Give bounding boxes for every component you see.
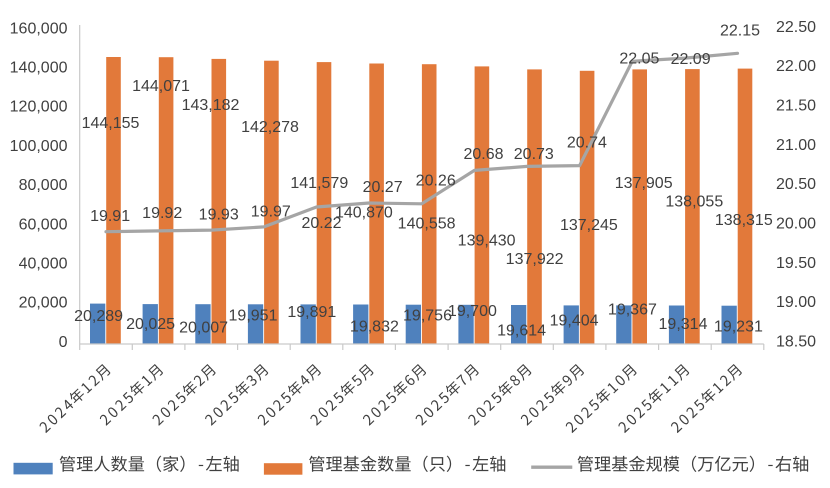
svg-text:20,025: 20,025 [126, 316, 175, 333]
svg-text:20.68: 20.68 [463, 146, 503, 163]
svg-text:21.00: 21.00 [776, 137, 816, 154]
svg-text:19,951: 19,951 [229, 308, 278, 325]
svg-text:137,922: 137,922 [506, 251, 564, 268]
svg-text:143,182: 143,182 [182, 97, 240, 114]
svg-text:19,832: 19,832 [350, 319, 399, 336]
svg-text:144,155: 144,155 [82, 115, 140, 132]
svg-text:22.15: 22.15 [720, 23, 760, 40]
svg-text:20,000: 20,000 [19, 295, 68, 312]
svg-text:18.50: 18.50 [776, 334, 816, 351]
svg-text:100,000: 100,000 [10, 138, 68, 155]
svg-text:22.09: 22.09 [671, 51, 711, 68]
svg-text:19,891: 19,891 [287, 304, 336, 321]
svg-text:19,404: 19,404 [550, 313, 599, 330]
svg-text:19,700: 19,700 [448, 303, 497, 320]
svg-text:21.50: 21.50 [776, 98, 816, 115]
svg-text:20,289: 20,289 [74, 308, 123, 325]
svg-text:142,278: 142,278 [241, 119, 299, 136]
svg-text:19.91: 19.91 [90, 208, 130, 225]
svg-text:20.26: 20.26 [416, 173, 456, 190]
svg-text:19.97: 19.97 [251, 203, 291, 220]
svg-text:22.05: 22.05 [619, 51, 659, 68]
svg-text:19.92: 19.92 [142, 205, 182, 222]
svg-text:19,614: 19,614 [497, 322, 546, 339]
svg-text:20.50: 20.50 [776, 176, 816, 193]
svg-text:19.00: 19.00 [776, 294, 816, 311]
svg-text:138,055: 138,055 [665, 193, 723, 210]
svg-text:19,314: 19,314 [659, 316, 708, 333]
svg-text:19,367: 19,367 [608, 302, 657, 319]
svg-text:20.27: 20.27 [363, 179, 403, 196]
svg-text:138,315: 138,315 [715, 212, 773, 229]
svg-text:137,905: 137,905 [615, 175, 673, 192]
svg-text:20.73: 20.73 [514, 146, 554, 163]
svg-text:140,000: 140,000 [10, 60, 68, 77]
svg-text:19.93: 19.93 [199, 207, 239, 224]
svg-text:19,756: 19,756 [403, 308, 452, 325]
svg-text:160,000: 160,000 [10, 20, 68, 37]
svg-text:144,071: 144,071 [132, 78, 190, 95]
svg-text:120,000: 120,000 [10, 99, 68, 116]
svg-text:140,870: 140,870 [335, 204, 393, 221]
svg-text:19.50: 19.50 [776, 255, 816, 272]
svg-text:22.50: 22.50 [776, 19, 816, 36]
svg-text:60,000: 60,000 [19, 216, 68, 233]
svg-text:139,430: 139,430 [458, 233, 516, 250]
svg-text:20.00: 20.00 [776, 216, 816, 233]
svg-text:137,245: 137,245 [560, 217, 618, 234]
svg-text:22.00: 22.00 [776, 58, 816, 75]
svg-text:141,579: 141,579 [290, 175, 348, 192]
svg-text:19,231: 19,231 [714, 319, 763, 336]
svg-text:80,000: 80,000 [19, 177, 68, 194]
svg-text:40,000: 40,000 [19, 256, 68, 273]
svg-text:0: 0 [59, 334, 68, 351]
svg-text:20.22: 20.22 [301, 215, 341, 232]
svg-text:20.74: 20.74 [567, 135, 607, 152]
svg-text:20,007: 20,007 [179, 319, 228, 336]
svg-text:140,558: 140,558 [398, 215, 456, 232]
